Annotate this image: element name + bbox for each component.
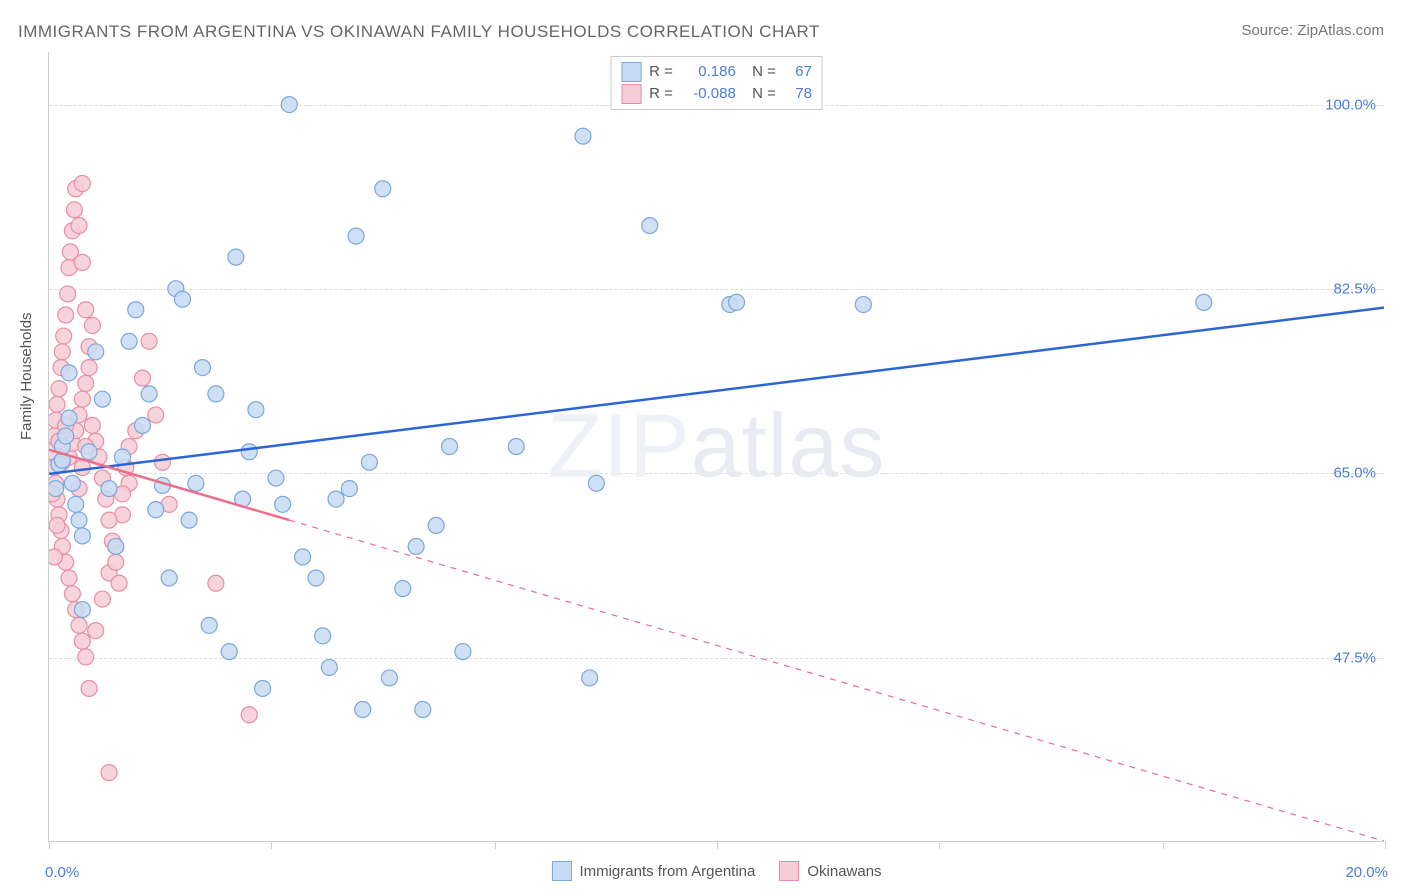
n-value-1: 67 bbox=[784, 61, 812, 83]
x-tick bbox=[939, 841, 940, 849]
r-value-1: 0.186 bbox=[681, 61, 736, 83]
swatch-series-2 bbox=[621, 84, 641, 104]
swatch-series-1 bbox=[621, 62, 641, 82]
chart-plot-area: ZIPatlas R = 0.186 N = 67 R = -0.088 N =… bbox=[48, 52, 1384, 842]
x-tick-min: 0.0% bbox=[45, 864, 79, 881]
x-tick bbox=[49, 841, 50, 849]
legend-row-series-2: R = -0.088 N = 78 bbox=[621, 83, 812, 105]
legend-row-series-1: R = 0.186 N = 67 bbox=[621, 61, 812, 83]
swatch-bottom-2 bbox=[779, 861, 799, 881]
scatter-svg bbox=[49, 52, 1384, 841]
legend-label-1: Immigrants from Argentina bbox=[579, 863, 755, 880]
y-axis-label: Family Households bbox=[18, 312, 35, 440]
correlation-legend: R = 0.186 N = 67 R = -0.088 N = 78 bbox=[610, 56, 823, 110]
x-tick bbox=[271, 841, 272, 849]
source-label: Source: ZipAtlas.com bbox=[1241, 22, 1384, 39]
series-legend: Immigrants from Argentina Okinawans bbox=[551, 861, 881, 881]
legend-item-2: Okinawans bbox=[779, 861, 881, 881]
swatch-bottom-1 bbox=[551, 861, 571, 881]
x-tick bbox=[1385, 841, 1386, 849]
x-tick bbox=[1163, 841, 1164, 849]
legend-label-2: Okinawans bbox=[807, 863, 881, 880]
x-tick-max: 20.0% bbox=[1345, 864, 1388, 881]
x-tick bbox=[495, 841, 496, 849]
n-value-2: 78 bbox=[784, 83, 812, 105]
r-value-2: -0.088 bbox=[681, 83, 736, 105]
x-tick bbox=[717, 841, 718, 849]
chart-title: IMMIGRANTS FROM ARGENTINA VS OKINAWAN FA… bbox=[18, 22, 820, 42]
legend-item-1: Immigrants from Argentina bbox=[551, 861, 755, 881]
